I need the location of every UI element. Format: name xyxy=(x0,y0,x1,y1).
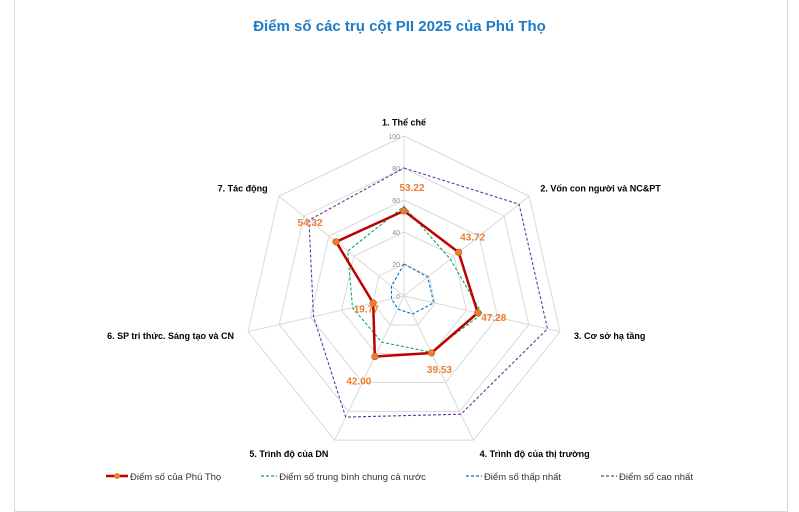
axis-label: 4. Trình độ của thị trường xyxy=(480,449,590,459)
data-label: 54.32 xyxy=(298,218,323,229)
axis-line xyxy=(278,195,405,297)
r-tick-label: 20 xyxy=(392,262,400,269)
series-line-0 xyxy=(334,209,480,358)
legend: Điểm số của Phú Thọ Điểm số trung bình ch… xyxy=(0,472,799,483)
legend-label: Điểm số của Phú Thọ xyxy=(130,472,222,483)
data-point xyxy=(371,352,379,361)
grid-ring xyxy=(309,199,499,383)
grid-ring xyxy=(372,263,436,326)
axis-line xyxy=(403,295,474,441)
legend-label: Điểm số thấp nhất xyxy=(483,472,562,483)
legend-swatch-icon xyxy=(465,472,482,483)
axis-label: 1. Thể chế xyxy=(382,118,427,128)
data-point xyxy=(369,299,377,307)
data-label: 19.77 xyxy=(354,304,379,315)
legend-swatch-icon xyxy=(106,472,129,483)
data-point xyxy=(400,207,408,215)
legend-item: Điểm số cao nhất xyxy=(601,472,693,483)
axis-line xyxy=(403,195,530,297)
data-point xyxy=(474,309,482,317)
axis-label: 6. SP tri thức. Sáng tạo và CN xyxy=(107,331,234,341)
r-tick-label: 80 xyxy=(392,166,400,173)
series-line-2 xyxy=(390,263,435,315)
data-point xyxy=(427,349,436,357)
r-tick-label: 60 xyxy=(392,198,400,205)
axis-label: 5. Trình độ của DN xyxy=(249,449,328,459)
data-label: 53.22 xyxy=(399,183,424,194)
r-tick-label: 40 xyxy=(392,230,400,237)
legend-item: Điểm số thấp nhất xyxy=(465,472,562,483)
data-label: 39.53 xyxy=(427,365,452,376)
chart-title: Điểm số các trụ cột PII 2025 của Phú Thọ xyxy=(253,18,546,35)
data-point xyxy=(455,248,463,256)
legend-label: Điểm số trung bình chung cả nước xyxy=(279,472,426,483)
data-label: 47.28 xyxy=(481,313,506,324)
legend-label: Điểm số cao nhất xyxy=(619,472,693,483)
axis-line xyxy=(403,295,561,333)
axis-line xyxy=(247,295,405,333)
axis-line xyxy=(334,295,405,441)
r-tick-label: 100 xyxy=(388,134,400,141)
grid-ring xyxy=(278,167,530,412)
legend-swatch-icon xyxy=(261,472,278,483)
axis-label: 2. Vốn con người và NC&PT xyxy=(540,183,661,193)
data-label: 43.72 xyxy=(460,232,485,243)
data-label: 42.00 xyxy=(346,377,371,388)
series-line-1 xyxy=(347,205,483,353)
data-point xyxy=(332,238,340,246)
legend-item: Điểm số trung bình chung cả nước xyxy=(261,472,426,483)
legend-item: Điểm số của Phú Thọ xyxy=(106,472,221,483)
grid-ring xyxy=(247,135,561,441)
series-line-3 xyxy=(308,167,549,418)
axis-label: 3. Cơ sở hạ tầng xyxy=(574,331,645,341)
legend-swatch-icon xyxy=(601,472,618,483)
axis-label: 7. Tác động xyxy=(218,183,268,193)
